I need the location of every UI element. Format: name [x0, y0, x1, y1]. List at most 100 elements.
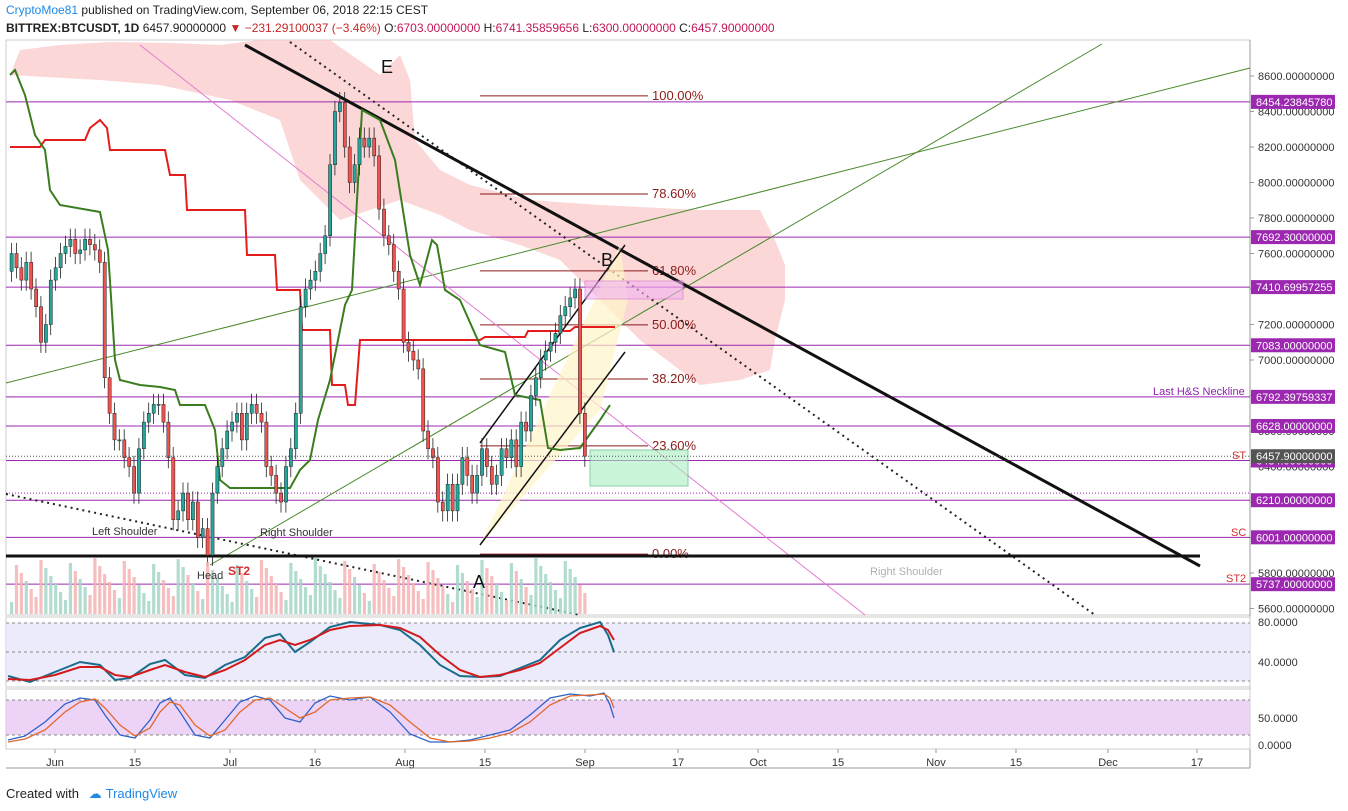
candle-body[interactable]: [372, 137, 377, 157]
candle-body[interactable]: [563, 306, 568, 316]
candle-body[interactable]: [181, 492, 185, 512]
candle-body[interactable]: [480, 448, 484, 476]
candle-body[interactable]: [205, 528, 210, 556]
resistance-box[interactable]: [584, 280, 684, 300]
candle-body[interactable]: [44, 324, 48, 343]
candle-body[interactable]: [578, 288, 582, 414]
candle-body[interactable]: [499, 448, 504, 476]
candle-body[interactable]: [186, 492, 190, 520]
candle-body[interactable]: [450, 484, 455, 512]
candle-body[interactable]: [289, 448, 293, 467]
candle-body[interactable]: [274, 475, 279, 494]
candle-body[interactable]: [328, 164, 332, 236]
candle-body[interactable]: [445, 484, 450, 512]
candle-body[interactable]: [24, 262, 29, 281]
candle-body[interactable]: [215, 466, 220, 494]
candle-body[interactable]: [333, 111, 337, 165]
author-link[interactable]: CryptoMoe81: [6, 3, 79, 17]
candle-body[interactable]: [431, 448, 435, 458]
candle-body[interactable]: [249, 404, 254, 414]
candle-body[interactable]: [176, 510, 181, 520]
candle-body[interactable]: [83, 239, 87, 251]
candle-body[interactable]: [519, 421, 524, 467]
candle-body[interactable]: [29, 262, 34, 290]
candle-body[interactable]: [127, 457, 132, 467]
candle-body[interactable]: [142, 421, 146, 449]
fib-retracement[interactable]: 100.00%78.60%61.80%50.00%38.20%23.60%0.0…: [480, 88, 704, 561]
candle-body[interactable]: [48, 279, 53, 325]
candle-body[interactable]: [93, 244, 97, 251]
candle-body[interactable]: [14, 253, 19, 268]
candle-body[interactable]: [244, 413, 249, 441]
candle-body[interactable]: [553, 333, 558, 343]
time-axis[interactable]: Jun 15 Jul 16 Aug 15 Sep 17 Oct 15 Nov 15 Dec 17: [46, 749, 1203, 769]
candle-body[interactable]: [318, 253, 323, 272]
candle-body[interactable]: [171, 457, 176, 520]
channel-upper[interactable]: [479, 244, 626, 444]
candle-body[interactable]: [460, 457, 465, 485]
target-box[interactable]: [589, 449, 689, 487]
candle-body[interactable]: [391, 244, 396, 272]
candle-body[interactable]: [583, 413, 587, 457]
candle-body[interactable]: [151, 404, 156, 414]
candle-body[interactable]: [470, 475, 475, 494]
candle-body[interactable]: [284, 466, 288, 503]
candle-body[interactable]: [475, 475, 479, 494]
candle-body[interactable]: [416, 359, 421, 370]
candle-body[interactable]: [548, 342, 553, 352]
candle-body[interactable]: [166, 421, 171, 458]
candle-body[interactable]: [19, 267, 24, 281]
candle-body[interactable]: [357, 137, 362, 165]
candle-body[interactable]: [269, 466, 274, 476]
candle-body[interactable]: [411, 350, 416, 361]
candle-body[interactable]: [504, 448, 509, 458]
candle-body[interactable]: [293, 413, 298, 449]
candle-body[interactable]: [156, 404, 161, 406]
candle-body[interactable]: [132, 466, 136, 494]
candle-body[interactable]: [401, 288, 406, 343]
candle-body[interactable]: [195, 501, 200, 538]
candle-body[interactable]: [191, 501, 195, 520]
trendline-dotted-1[interactable]: [289, 41, 1096, 616]
candle-body[interactable]: [68, 239, 73, 247]
candle-body[interactable]: [509, 439, 514, 458]
candle-body[interactable]: [73, 239, 78, 254]
candle-body[interactable]: [97, 249, 102, 263]
candlesticks[interactable]: [9, 91, 587, 566]
candle-body[interactable]: [367, 137, 372, 148]
candle-body[interactable]: [146, 413, 151, 423]
candle-body[interactable]: [39, 306, 43, 343]
candle-body[interactable]: [303, 288, 308, 307]
candle-body[interactable]: [485, 448, 489, 467]
candle-body[interactable]: [524, 421, 528, 432]
candle-body[interactable]: [494, 475, 499, 485]
candle-body[interactable]: [514, 439, 519, 467]
candle-body[interactable]: [421, 368, 426, 432]
candle-body[interactable]: [259, 413, 264, 423]
candle-body[interactable]: [352, 164, 357, 183]
candle-body[interactable]: [543, 350, 548, 361]
candle-body[interactable]: [489, 466, 494, 485]
tradingview-link[interactable]: TradingView: [105, 786, 178, 801]
candle-body[interactable]: [200, 528, 205, 538]
candle-body[interactable]: [440, 501, 445, 512]
candle-body[interactable]: [240, 413, 244, 441]
candle-body[interactable]: [558, 315, 563, 334]
trendline-dotted-2[interactable]: [5, 493, 581, 616]
candle-body[interactable]: [534, 377, 538, 396]
candle-body[interactable]: [436, 457, 440, 503]
candle-body[interactable]: [377, 155, 381, 210]
candle-body[interactable]: [112, 413, 117, 441]
candle-body[interactable]: [78, 249, 83, 254]
candle-body[interactable]: [362, 137, 367, 148]
candle-body[interactable]: [308, 279, 313, 290]
candle-body[interactable]: [235, 413, 239, 423]
candle-body[interactable]: [264, 421, 269, 467]
candle-body[interactable]: [102, 262, 107, 378]
candle-body[interactable]: [220, 448, 225, 467]
candle-body[interactable]: [382, 208, 386, 236]
candle-body[interactable]: [210, 492, 215, 556]
candle-body[interactable]: [58, 253, 63, 268]
candle-body[interactable]: [323, 235, 328, 254]
